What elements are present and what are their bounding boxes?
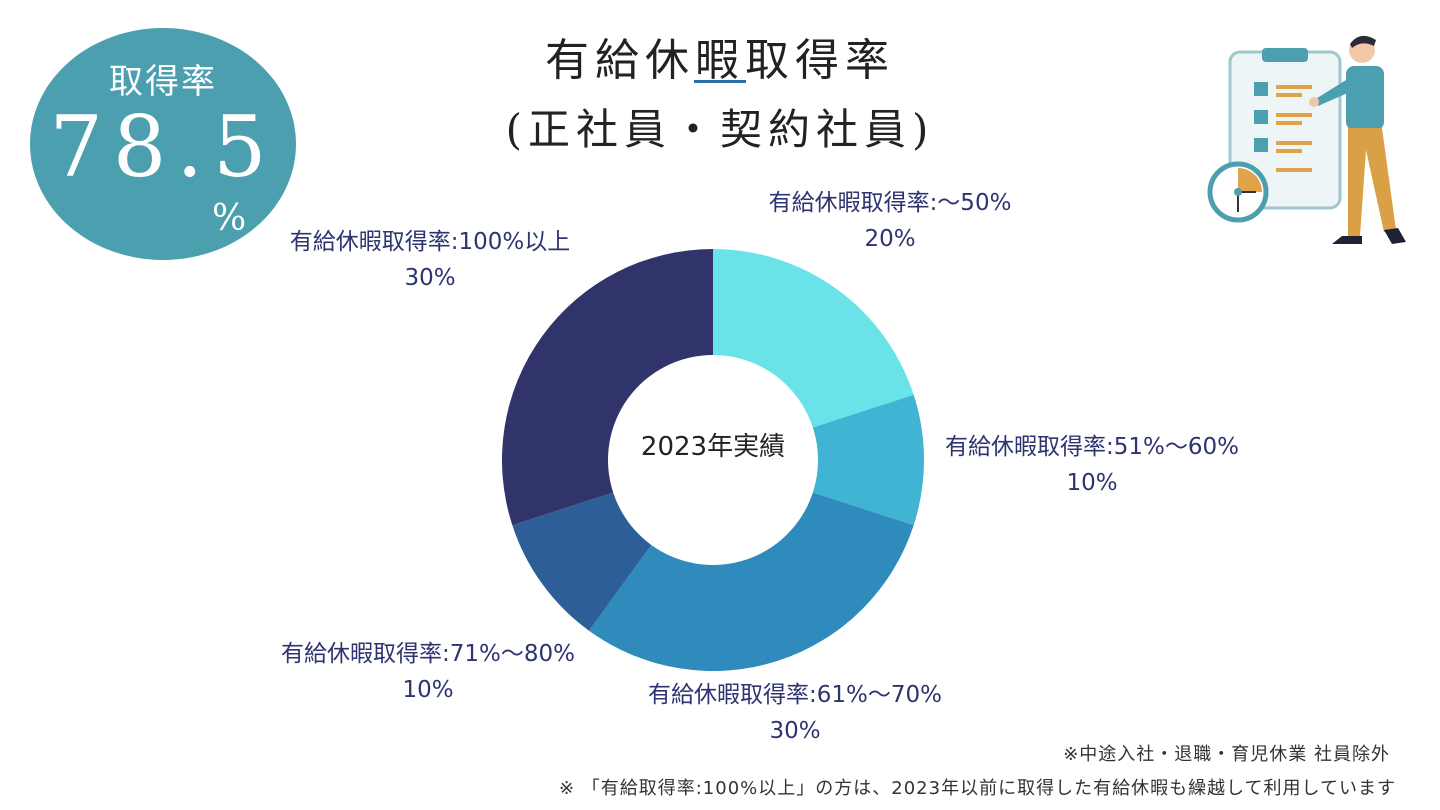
chart-center-label: 2023年実績 (641, 432, 785, 462)
donut-slice-2 (812, 394, 924, 526)
donut-slice-5 (502, 249, 713, 526)
donut-slice-4 (512, 492, 652, 631)
slice-label-1: 有給休暇取得率:〜50% (769, 190, 1012, 216)
title-underline (694, 80, 746, 83)
donut-slice-3 (588, 492, 914, 671)
donut-slice-1 (713, 249, 914, 428)
rate-label: 取得率 (109, 62, 217, 102)
slice-percent-4: 10% (402, 677, 453, 703)
person-with-checklist-and-clock-illustration (1207, 35, 1406, 244)
chart-slices (502, 249, 924, 671)
page-title: 有給休暇取得率 (545, 35, 895, 86)
rate-unit: % (212, 198, 247, 239)
slice-label-5: 有給休暇取得率:100%以上 (290, 229, 571, 255)
slice-percent-3: 30% (769, 718, 820, 744)
chart-labels: 有給休暇取得率:〜50% 20% 有給休暇取得率:51%〜60% 10% 有給休暇取得率… (281, 190, 1239, 744)
slice-label-3: 有給休暇取得率:61%〜70% (648, 682, 942, 708)
footnote-carryover: ※ 「有給取得率:100%以上」の方は、2023年以前に取得した有給休暇も繰越し… (558, 778, 1396, 799)
rate-badge: 取得率 78.5 % (30, 28, 296, 260)
slice-label-4: 有給休暇取得率:71%〜80% (281, 641, 575, 667)
slice-percent-1: 20% (864, 226, 915, 252)
footnote-exclusion: ※中途入社・退職・育児休業 社員除外 (1063, 744, 1390, 765)
page-subtitle: (正社員・契約社員) (505, 105, 935, 154)
slice-percent-2: 10% (1066, 470, 1117, 496)
rate-value: 78.5 (49, 98, 277, 196)
slice-label-2: 有給休暇取得率:51%〜60% (945, 434, 1239, 460)
slice-percent-5: 30% (404, 265, 455, 291)
